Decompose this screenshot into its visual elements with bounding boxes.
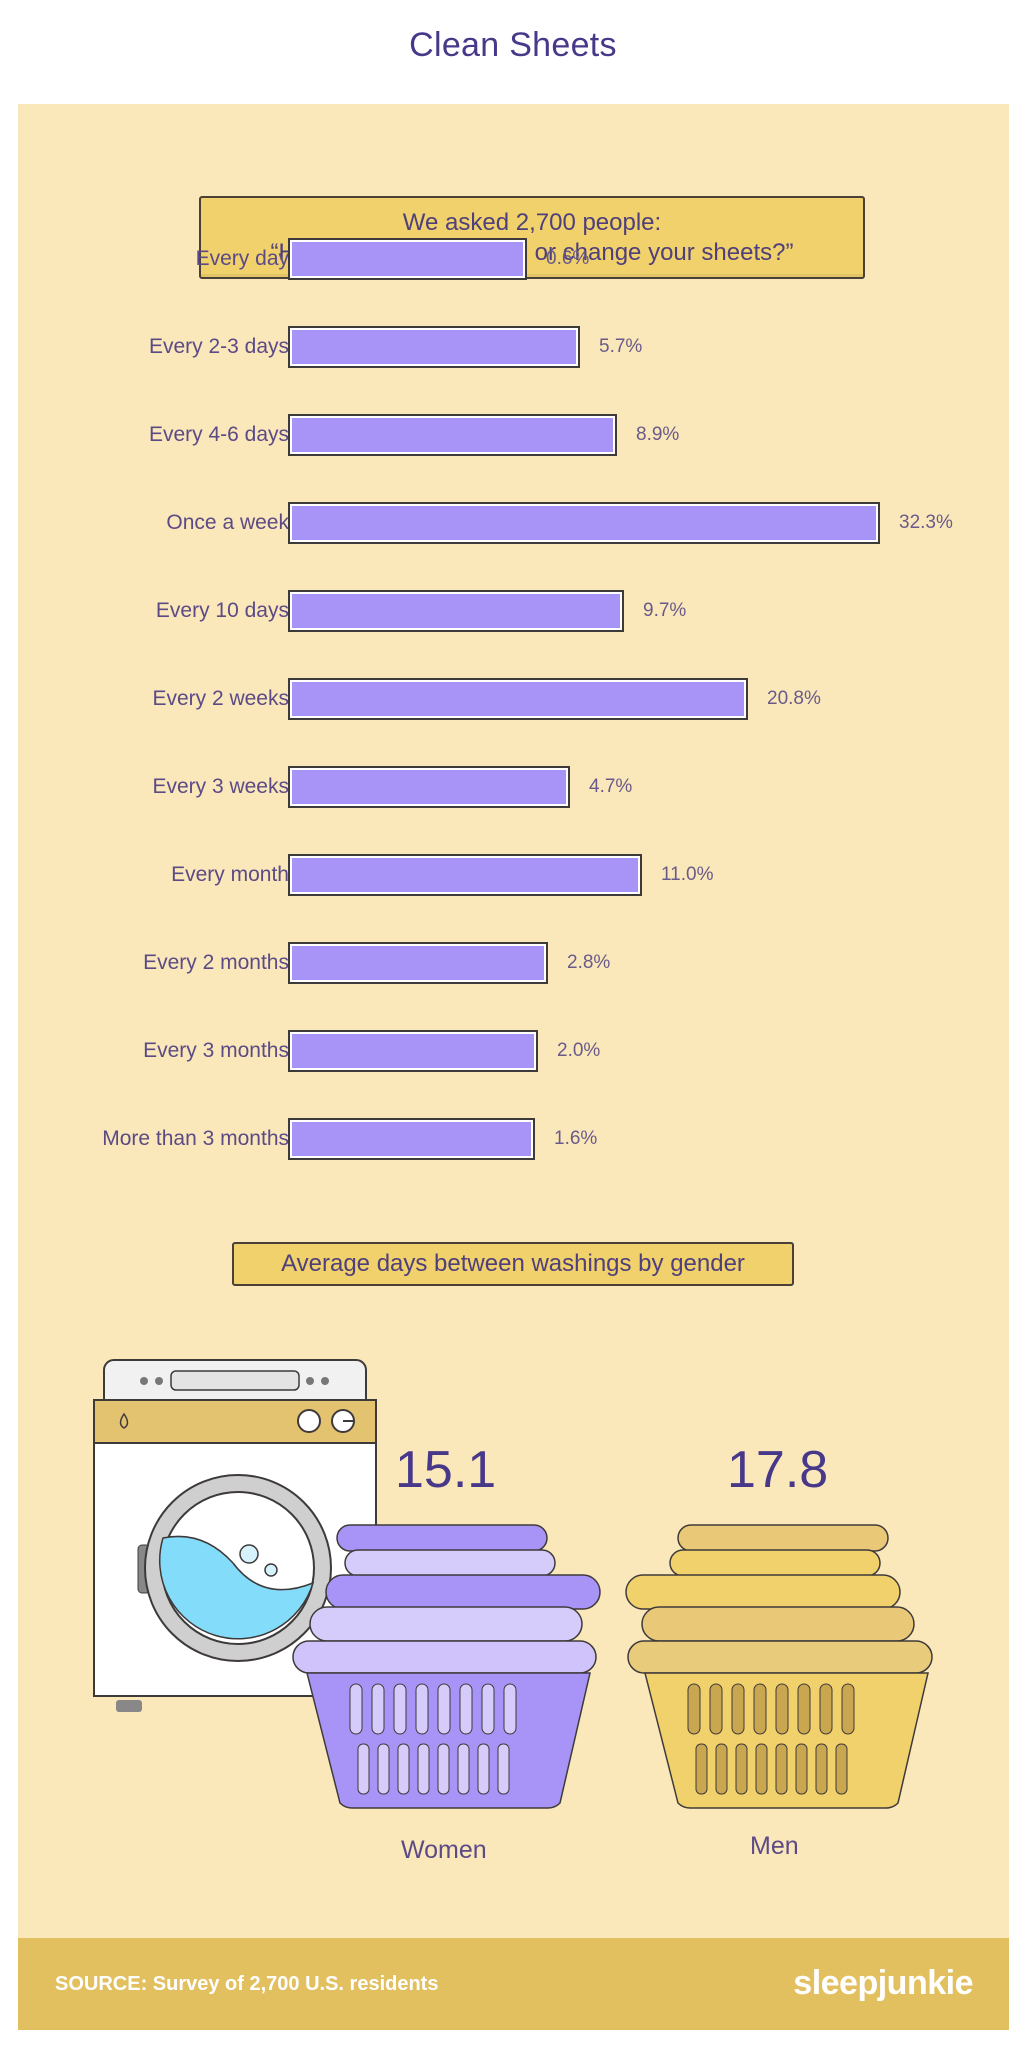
page-title: Clean Sheets	[409, 26, 617, 64]
bar-row: Every 2 weeks 20.8%	[18, 677, 1009, 721]
men-label: Men	[750, 1832, 799, 1860]
bar	[288, 238, 527, 280]
bar-label: Every month	[171, 863, 289, 886]
footer: SOURCE: Survey of 2,700 U.S. residents s…	[18, 1938, 1009, 2030]
question-line-1: We asked 2,700 people:	[402, 209, 662, 236]
bar-label: Every 4-6 days	[148, 423, 289, 446]
bar-row: Once a week 32.3%	[18, 501, 1009, 545]
bar	[288, 1118, 535, 1160]
bar-row: More than 3 months 1.6%	[18, 1117, 1009, 1161]
bar-fill	[292, 1122, 531, 1156]
bar-label: Every 3 months	[143, 1039, 289, 1062]
bar-label: Every 10 days	[155, 599, 289, 622]
bar-fill	[292, 594, 620, 628]
bar-row: Every 2-3 days 5.7%	[18, 325, 1009, 369]
bar-value: 8.9%	[636, 424, 680, 445]
gender-heading: Average days between washings by gender	[232, 1242, 794, 1286]
infographic-panel: We asked 2,700 people: “How often do you…	[18, 104, 1009, 1939]
bar-label: Every 2-3 days	[148, 335, 289, 358]
laundry-basket-icon-women	[292, 1524, 601, 1809]
bar	[288, 590, 624, 632]
bar-row: Every month 11.0%	[18, 853, 1009, 897]
bar	[288, 766, 570, 808]
bar-label: More than 3 months	[102, 1127, 289, 1150]
bar-row: Every 3 weeks 4.7%	[18, 765, 1009, 809]
women-value: 15.1	[395, 1441, 497, 1499]
bar	[288, 326, 580, 368]
bar-fill	[292, 1034, 534, 1068]
bar	[288, 414, 617, 456]
bar-value: 2.8%	[567, 952, 611, 973]
bar-fill	[292, 946, 544, 980]
men-value: 17.8	[727, 1441, 829, 1499]
bar-label: Every 2 weeks	[152, 687, 289, 710]
bar-label: Every 2 months	[143, 951, 289, 974]
source-note: SOURCE: Survey of 2,700 U.S. residents	[55, 1973, 439, 1995]
bar-value: 4.7%	[589, 776, 633, 797]
bar-value: 9.7%	[643, 600, 687, 621]
bar	[288, 854, 642, 896]
bar	[288, 502, 880, 544]
bar-value: 20.8%	[767, 688, 821, 709]
bar-row: Every 3 months 2.0%	[18, 1029, 1009, 1073]
bar-fill	[292, 858, 638, 892]
bar-label: Once a week	[166, 511, 289, 534]
bar	[288, 678, 748, 720]
bar-value: 32.3%	[899, 512, 953, 533]
bar-value: 0.6%	[546, 248, 590, 269]
bar-value: 5.7%	[599, 336, 643, 357]
bar-row: Every 10 days 9.7%	[18, 589, 1009, 633]
bar-fill	[292, 506, 876, 540]
brand-logo: sleepjunkie	[793, 1964, 973, 2002]
bar	[288, 1030, 538, 1072]
bar-fill	[292, 330, 576, 364]
washing-machine-icon	[93, 1359, 377, 1712]
bar-value: 2.0%	[557, 1040, 601, 1061]
bar-row: Every 4-6 days 8.9%	[18, 413, 1009, 457]
bar-value: 11.0%	[661, 864, 714, 885]
bar-label: Every 3 weeks	[152, 775, 289, 798]
women-label: Women	[401, 1836, 487, 1864]
bar-value: 1.6%	[554, 1128, 598, 1149]
bar-fill	[292, 682, 744, 716]
bar-fill	[292, 418, 613, 452]
bar	[288, 942, 548, 984]
bar-row: Every 2 months 2.8%	[18, 941, 1009, 985]
bar-row: Every day 0.6%	[18, 237, 1009, 281]
bar-fill	[292, 242, 523, 276]
laundry-basket-icon-men	[625, 1524, 933, 1809]
bar-fill	[292, 770, 566, 804]
bar-label: Every day	[195, 247, 289, 270]
